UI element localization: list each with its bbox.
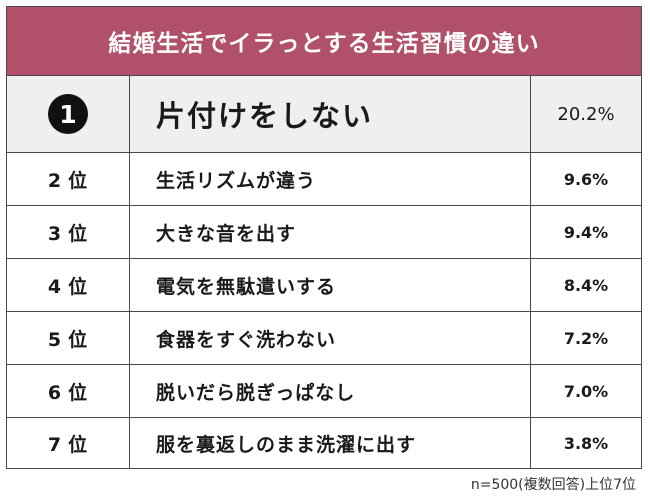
rank-cell: 1 — [7, 76, 130, 152]
item-cell: 大きな音を出す — [130, 206, 531, 258]
table-row: 1 片付けをしない 20.2% — [7, 75, 641, 152]
rank-cell: 5位 — [7, 312, 130, 364]
percentage-cell: 20.2% — [531, 76, 641, 152]
item-label: 電気を無駄遣いする — [156, 275, 337, 298]
item-label: 服を裏返しのまま洗濯に出す — [156, 433, 417, 456]
table-row: 6位 脱いだら脱ぎっぱなし 7.0% — [7, 364, 641, 417]
rank-cell: 3位 — [7, 206, 130, 258]
percentage-value: 20.2% — [557, 103, 615, 125]
rank-label: 2位 — [47, 169, 95, 192]
table-row: 4位 電気を無駄遣いする 8.4% — [7, 258, 641, 311]
ranking-table: 結婚生活でイラっとする生活習慣の違い 1 片付けをしない 20.2% 2位 生活リズムが… — [6, 6, 642, 469]
item-cell: 服を裏返しのまま洗濯に出す — [130, 418, 531, 468]
percentage-value: 7.2% — [563, 328, 609, 348]
item-label: 大きな音を出す — [156, 222, 297, 245]
percentage-cell: 7.2% — [531, 312, 641, 364]
rank-cell: 2位 — [7, 153, 130, 205]
item-cell: 電気を無駄遣いする — [130, 259, 531, 311]
item-cell: 食器をすぐ洗わない — [130, 312, 531, 364]
percentage-cell: 3.8% — [531, 418, 641, 468]
item-label: 食器をすぐ洗わない — [156, 328, 337, 351]
rank-label: 7位 — [47, 433, 95, 456]
item-label: 脱いだら脱ぎっぱなし — [156, 381, 356, 404]
table-row: 2位 生活リズムが違う 9.6% — [7, 152, 641, 205]
rank-cell: 4位 — [7, 259, 130, 311]
percentage-value: 9.6% — [563, 169, 609, 189]
item-cell: 片付けをしない — [130, 76, 531, 152]
rank-cell: 7位 — [7, 418, 130, 468]
item-cell: 脱いだら脱ぎっぱなし — [130, 365, 531, 417]
percentage-cell: 7.0% — [531, 365, 641, 417]
percentage-value: 7.0% — [563, 381, 609, 401]
table-row: 3位 大きな音を出す 9.4% — [7, 205, 641, 258]
rank-cell: 6位 — [7, 365, 130, 417]
percentage-cell: 9.6% — [531, 153, 641, 205]
item-label: 片付けをしない — [156, 99, 374, 133]
rank-label: 6位 — [47, 381, 95, 404]
percentage-value: 9.4% — [563, 222, 609, 242]
rank-label: 5位 — [47, 328, 95, 351]
table-row: 7位 服を裏返しのまま洗濯に出す 3.8% — [7, 417, 641, 468]
rank-1-badge: 1 — [48, 94, 88, 134]
table-title: 結婚生活でイラっとする生活習慣の違い — [7, 7, 641, 75]
percentage-cell: 9.4% — [531, 206, 641, 258]
percentage-value: 3.8% — [563, 433, 609, 453]
rank-label: 3位 — [47, 222, 95, 245]
item-label: 生活リズムが違う — [156, 169, 317, 192]
percentage-value: 8.4% — [563, 275, 609, 295]
item-cell: 生活リズムが違う — [130, 153, 531, 205]
sample-size-note: n=500(複数回答)上位7位 — [470, 477, 636, 493]
rank-label: 4位 — [47, 275, 95, 298]
percentage-cell: 8.4% — [531, 259, 641, 311]
table-row: 5位 食器をすぐ洗わない 7.2% — [7, 311, 641, 364]
